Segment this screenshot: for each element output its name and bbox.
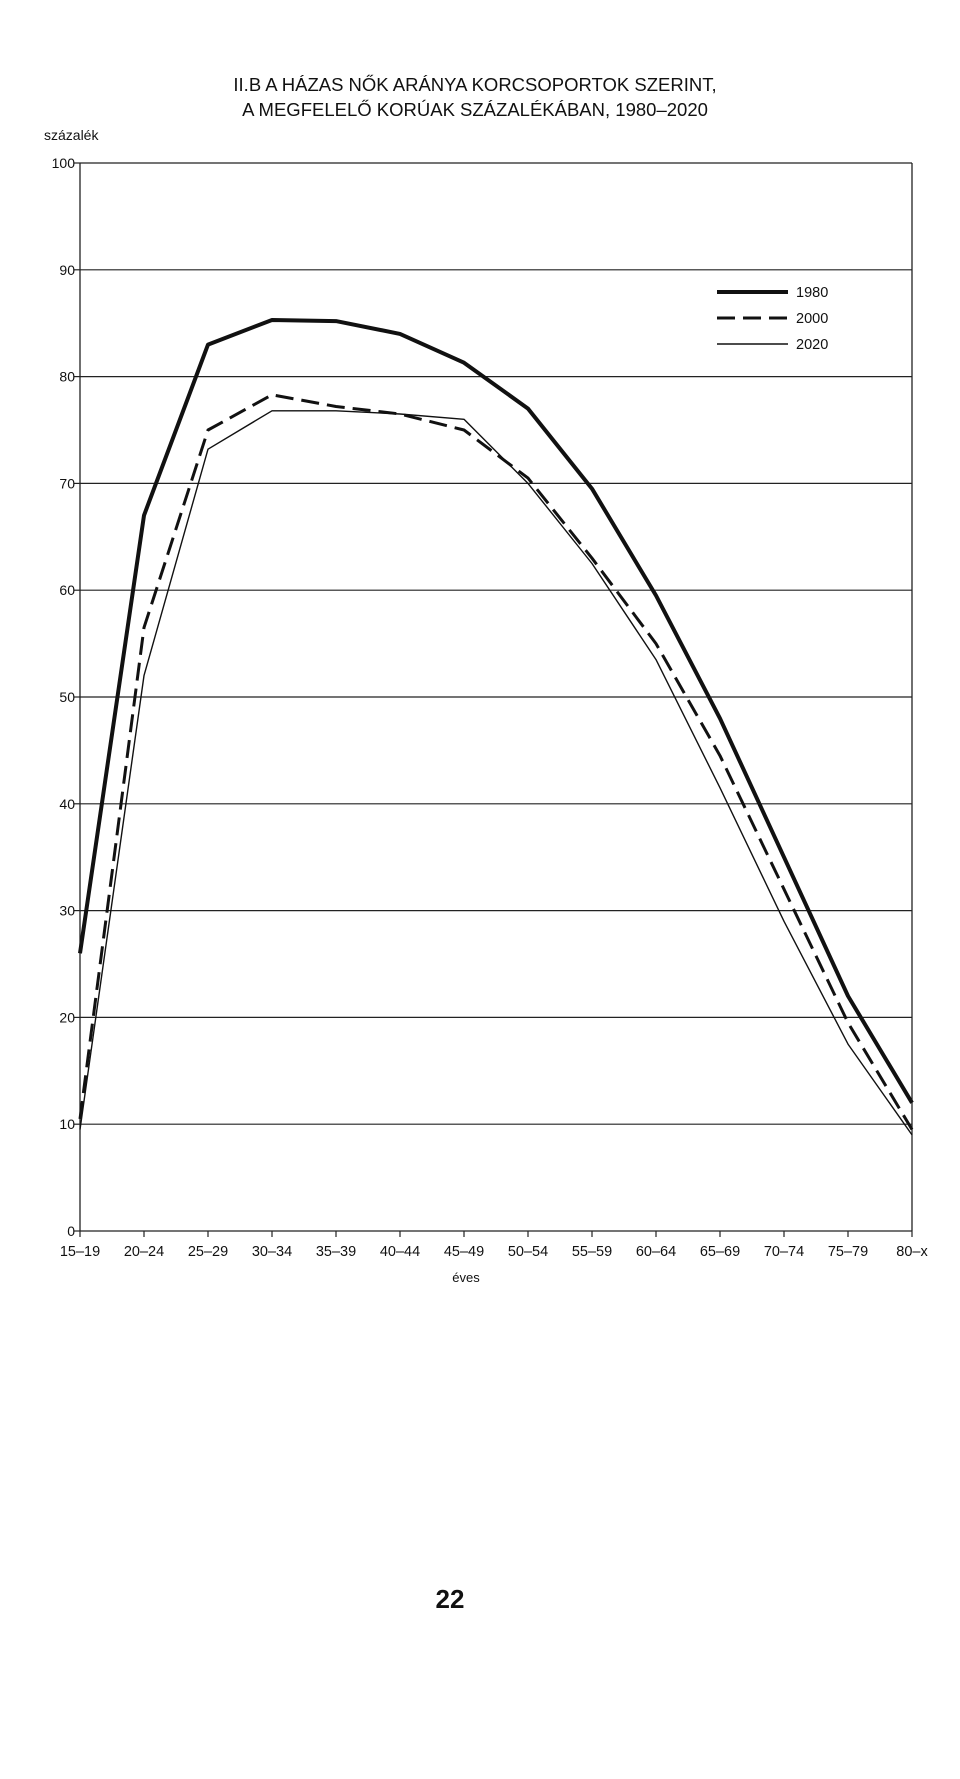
- y-tick-label-50: 50: [59, 689, 75, 705]
- y-tick-label-10: 10: [59, 1116, 75, 1132]
- y-tick-label-90: 90: [59, 262, 75, 278]
- line-chart: 0 10 20 30 40 50 60 70 80 90 100 15–19 20–24 25–29 30–…: [44, 127, 929, 1285]
- legend: 1980 2000 2020: [717, 285, 828, 353]
- y-tick-label-40: 40: [59, 796, 75, 812]
- series-line-2000: [78, 393, 914, 1131]
- series-line-2020: [79, 410, 913, 1136]
- x-tick-label-8: 55–59: [572, 1244, 612, 1260]
- legend-label-1980: 1980: [796, 285, 828, 301]
- page-number: 22: [435, 1584, 465, 1614]
- y-tick-label-70: 70: [59, 475, 75, 491]
- y-axis-label: százalék: [44, 127, 99, 143]
- chart-title-line-1: II.B A HÁZAS NŐK ARÁNYA KORCSOPORTOK SZE…: [233, 74, 717, 95]
- x-tick-label-11: 70–74: [764, 1244, 804, 1260]
- y-tick-label-80: 80: [59, 369, 75, 385]
- x-tick-label-5: 40–44: [380, 1244, 420, 1260]
- x-tick-label-7: 50–54: [508, 1244, 548, 1260]
- x-tick-label-0: 15–19: [60, 1244, 100, 1260]
- x-tick-label-12: 75–79: [828, 1244, 868, 1260]
- chart-title: II.B A HÁZAS NŐK ARÁNYA KORCSOPORTOK SZE…: [130, 72, 820, 122]
- x-tick-label-6: 45–49: [444, 1244, 484, 1260]
- series-lines: [78, 318, 914, 1136]
- axes: 0 10 20 30 40 50 60 70 80 90 100 15–19 20–24 25–29 30–…: [52, 155, 929, 1260]
- series-line-1980: [78, 318, 914, 1104]
- y-tick-label-30: 30: [59, 903, 75, 919]
- legend-label-2020: 2020: [796, 337, 828, 353]
- y-tick-label-0: 0: [67, 1223, 75, 1239]
- x-tick-label-2: 25–29: [188, 1244, 228, 1260]
- x-tick-label-1: 20–24: [124, 1244, 164, 1260]
- chart-title-line-2: A MEGFELELŐ KORÚAK SZÁZALÉKÁBAN, 1980–20…: [242, 99, 708, 120]
- y-tick-label-60: 60: [59, 582, 75, 598]
- x-tick-label-4: 35–39: [316, 1244, 356, 1260]
- y-tick-label-20: 20: [59, 1009, 75, 1025]
- y-tick-label-100: 100: [52, 155, 76, 171]
- x-tick-label-13: 80–x: [896, 1244, 928, 1260]
- legend-label-2000: 2000: [796, 311, 828, 327]
- x-tick-label-10: 65–69: [700, 1244, 740, 1260]
- x-tick-label-9: 60–64: [636, 1244, 676, 1260]
- x-axis-label: éves: [452, 1270, 480, 1285]
- gridlines: [80, 162, 912, 1125]
- x-tick-label-3: 30–34: [252, 1244, 292, 1260]
